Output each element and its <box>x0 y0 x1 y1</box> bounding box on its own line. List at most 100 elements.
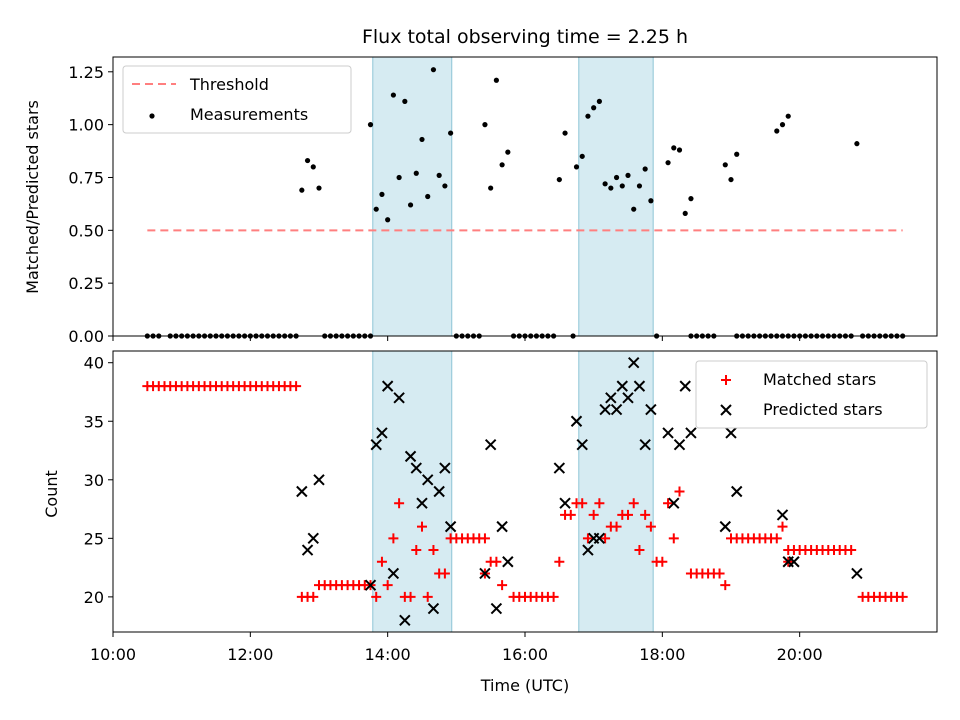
measurement-point <box>367 122 374 128</box>
top-panel: 0.00 0.25 0.50 0.75 1.00 1.25 Threshold Measure… <box>68 56 938 346</box>
predicted-star-marker <box>376 427 388 439</box>
measurement-point <box>407 202 414 208</box>
predicted-star-marker <box>593 532 606 545</box>
matched-star-marker <box>417 521 427 532</box>
measurement-point <box>379 191 385 197</box>
measurement-point <box>505 149 511 155</box>
bottom-y-tick-label: 20 <box>84 588 104 607</box>
legend-predicted-label: Predicted stars <box>763 400 883 419</box>
measurement-point <box>688 196 694 202</box>
predicted-star-marker <box>576 438 588 451</box>
predicted-star-marker <box>422 474 434 486</box>
legend-measurements-swatch <box>149 113 155 119</box>
matched-star-marker <box>394 498 405 509</box>
predicted-star-marker <box>776 509 789 521</box>
matched-star-marker <box>308 591 319 602</box>
matched-star-marker <box>382 580 393 591</box>
predicted-star-marker <box>427 602 440 615</box>
measurement-point <box>676 147 683 153</box>
matched-star-marker <box>376 556 387 567</box>
predicted-star-marker <box>570 415 583 427</box>
matched-star-marker <box>657 556 668 567</box>
matched-star-marker <box>405 591 416 602</box>
predicted-star-marker <box>490 602 503 615</box>
x-axis-label: Time (UTC) <box>480 676 569 695</box>
predicted-star-marker <box>416 497 428 509</box>
measurement-point <box>419 136 425 143</box>
measurement-point <box>779 122 786 128</box>
measurement-point <box>385 217 391 223</box>
predicted-star-marker <box>301 544 314 556</box>
predicted-star-marker <box>685 427 697 439</box>
matched-star-marker <box>634 545 645 556</box>
measurement-point <box>310 164 316 170</box>
predicted-star-marker <box>599 403 611 416</box>
matched-star-marker <box>422 591 433 602</box>
measurement-point <box>591 105 597 111</box>
predicted-star-marker <box>731 485 743 498</box>
measurement-point <box>579 153 585 159</box>
predicted-star-marker <box>410 462 422 474</box>
predicted-star-marker <box>313 474 325 486</box>
matched-star-marker <box>645 521 656 532</box>
predicted-star-marker <box>622 392 634 404</box>
matched-star-marker <box>479 533 490 544</box>
measurement-point <box>430 67 437 73</box>
measurement-point <box>613 174 620 181</box>
measurement-point <box>402 98 408 104</box>
legend-matched-swatch <box>721 375 731 385</box>
predicted-star-marker <box>559 497 571 509</box>
predicted-star-marker <box>496 520 508 533</box>
matched-star-marker <box>771 533 782 544</box>
matched-star-marker <box>897 591 908 602</box>
x-tick-label: 16:00 <box>502 645 548 664</box>
matched-star-marker <box>777 521 788 532</box>
measurement-point <box>631 206 637 212</box>
matched-star-marker <box>577 498 588 509</box>
matched-star-marker <box>674 486 685 497</box>
measurement-point <box>316 185 322 191</box>
measurement-point <box>642 166 648 172</box>
measurement-point <box>448 130 454 136</box>
matched-star-marker <box>291 381 302 392</box>
measurement-point <box>648 198 654 204</box>
predicted-star-marker <box>479 567 491 580</box>
legend-threshold-label: Threshold <box>189 75 269 94</box>
matched-star-marker <box>554 556 565 567</box>
measurement-point <box>488 185 494 191</box>
top-y-axis-label: Matched/Predicted stars <box>23 100 42 294</box>
matched-star-marker <box>628 498 639 509</box>
measurement-point <box>482 122 488 128</box>
legend-measurements-label: Measurements <box>190 105 308 124</box>
matched-star-marker <box>411 545 422 556</box>
matched-star-marker <box>428 545 439 556</box>
predicted-star-marker <box>633 380 646 392</box>
measurement-point <box>499 162 505 168</box>
matched-star-marker <box>594 498 605 509</box>
bottom-y-tick-label: 25 <box>84 529 104 548</box>
predicted-star-marker <box>673 438 686 451</box>
measurement-point <box>425 193 431 200</box>
predicted-star-marker <box>393 392 405 404</box>
measurement-point <box>556 176 562 183</box>
top-y-tick-label: 0.50 <box>68 221 104 240</box>
matched-star-marker <box>491 556 502 567</box>
top-legend-box <box>122 65 352 134</box>
predicted-star-marker <box>851 567 863 580</box>
top-y-tick-label: 0.25 <box>68 274 104 293</box>
measurement-point <box>854 141 860 147</box>
measurement-point <box>390 92 396 98</box>
measurement-point <box>722 162 728 168</box>
predicted-star-marker <box>296 485 308 498</box>
predicted-star-marker <box>444 520 457 533</box>
x-tick-label: 20:00 <box>777 645 823 664</box>
measurement-point <box>636 183 643 189</box>
matched-star-marker <box>714 568 725 579</box>
predicted-star-marker <box>404 450 417 463</box>
matched-star-marker <box>371 591 382 602</box>
predicted-star-marker <box>616 380 628 392</box>
matched-star-marker <box>565 509 576 520</box>
measurement-point <box>671 145 677 151</box>
measurement-point <box>562 130 568 136</box>
